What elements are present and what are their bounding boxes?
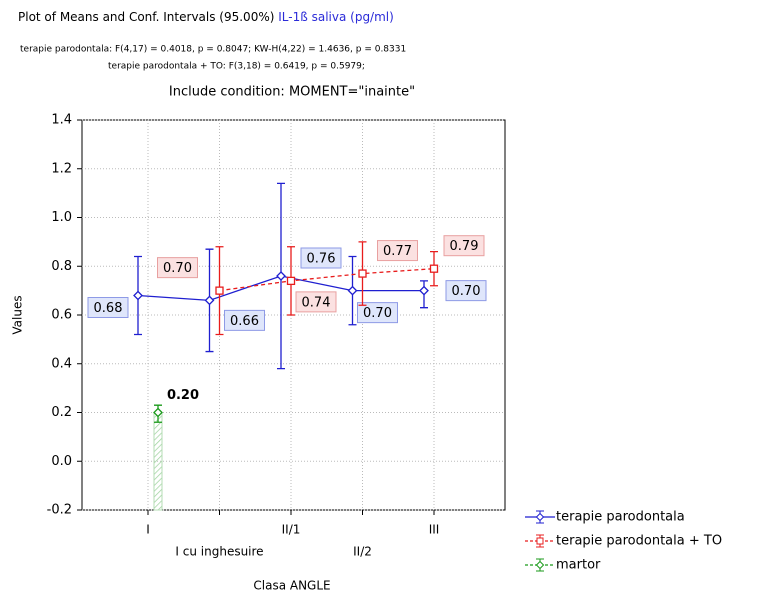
marker <box>133 290 143 301</box>
label-box <box>300 247 342 269</box>
data-label: 0.77 <box>383 244 412 259</box>
marker <box>215 286 224 295</box>
series-line <box>219 268 435 292</box>
condition: Include condition: MOMENT="inainte" <box>169 85 415 100</box>
data-label: 0.70 <box>163 261 192 276</box>
x-tick-label: I cu inghesuire <box>175 545 263 559</box>
x-axis-label: Clasa ANGLE <box>253 579 330 593</box>
y-tick-label: 0.6 <box>51 308 72 323</box>
legend-marker <box>535 560 545 570</box>
marker <box>276 271 286 281</box>
y-tick-label: 0.0 <box>51 454 72 469</box>
marker <box>358 269 367 278</box>
y-tick-label: 1.2 <box>51 161 72 176</box>
label-box <box>295 291 337 313</box>
label-box <box>445 280 487 302</box>
x-tick-label: III <box>429 523 440 537</box>
data-label: 0.66 <box>230 314 259 329</box>
x-tick-label: II/2 <box>353 545 372 559</box>
marker <box>419 285 429 296</box>
title-text: Plot of Means and Conf. Intervals (95.00… <box>18 10 274 24</box>
chart-title: Plot of Means and Conf. Intervals (95.00… <box>18 10 394 24</box>
data-label: 0.20 <box>167 388 199 403</box>
y-tick-label: 1.4 <box>51 113 72 128</box>
legend-marker <box>536 537 544 545</box>
label-box <box>357 302 398 324</box>
label-box <box>443 235 485 257</box>
x-tick-label: I <box>146 523 150 537</box>
y-axis-label: Values <box>11 295 25 334</box>
data-label: 0.79 <box>450 239 479 254</box>
y-tick-label: 0.8 <box>51 259 72 274</box>
label-box <box>157 257 198 279</box>
bar <box>153 412 163 511</box>
data-label: 0.74 <box>302 295 331 310</box>
legend-label: terapie parodontala <box>556 510 685 525</box>
legend-label: martor <box>556 558 601 573</box>
marker <box>286 276 296 286</box>
marker <box>347 285 358 296</box>
label-box <box>377 240 418 262</box>
y-tick-label: 1.0 <box>51 210 72 225</box>
marker <box>153 407 163 418</box>
y-tick-label: 0.2 <box>51 405 72 420</box>
legend-label: terapie parodontala + TO <box>556 534 722 549</box>
label-box <box>224 309 265 331</box>
data-label: 0.76 <box>307 252 336 267</box>
marker <box>204 295 215 306</box>
marker <box>429 264 439 273</box>
data-label: 0.68 <box>94 301 123 316</box>
data-label: 0.70 <box>363 306 392 321</box>
subtitle: terapie parodontala: F(4,17) = 0.4018, p… <box>20 45 406 55</box>
y-tick-label: 0.4 <box>51 356 72 371</box>
subtitle: terapie parodontala + TO: F(3,18) = 0.64… <box>108 62 365 72</box>
data-label: 0.70 <box>452 284 481 299</box>
x-tick-label: II/1 <box>282 523 301 537</box>
y-tick-label: -0.2 <box>47 503 72 518</box>
label-box <box>87 297 129 318</box>
variable-text: IL-1ß saliva (pg/ml) <box>278 10 394 24</box>
legend-marker <box>535 512 545 522</box>
